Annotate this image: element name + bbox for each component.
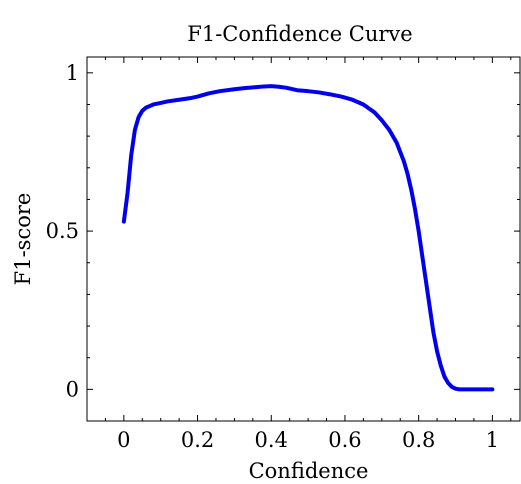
y-tick-label: 0.5 [46, 219, 79, 243]
x-tick-label: 0.8 [402, 428, 435, 452]
chart-title: F1-Confidence Curve [187, 22, 412, 46]
x-axis-label: Confidence [249, 459, 369, 483]
x-tick-label: 1 [486, 428, 499, 452]
x-tick-label: 0.4 [255, 428, 288, 452]
x-tick-label: 0 [117, 428, 130, 452]
y-axis-label: F1-score [11, 193, 35, 286]
x-tick-label: 0.6 [328, 428, 361, 452]
y-tick-label: 0 [66, 377, 79, 401]
y-tick-label: 1 [66, 61, 79, 85]
plot-frame-group [86, 56, 521, 422]
y-axis-ticks: 00.51 [46, 61, 520, 401]
series-group [121, 84, 495, 392]
plot-frame [86, 56, 521, 422]
x-tick-label: 0.2 [181, 428, 214, 452]
x-axis-ticks: 0 0.2 0.4 0.6 0.8 1 [104, 57, 512, 452]
f1-series-line [121, 84, 495, 392]
